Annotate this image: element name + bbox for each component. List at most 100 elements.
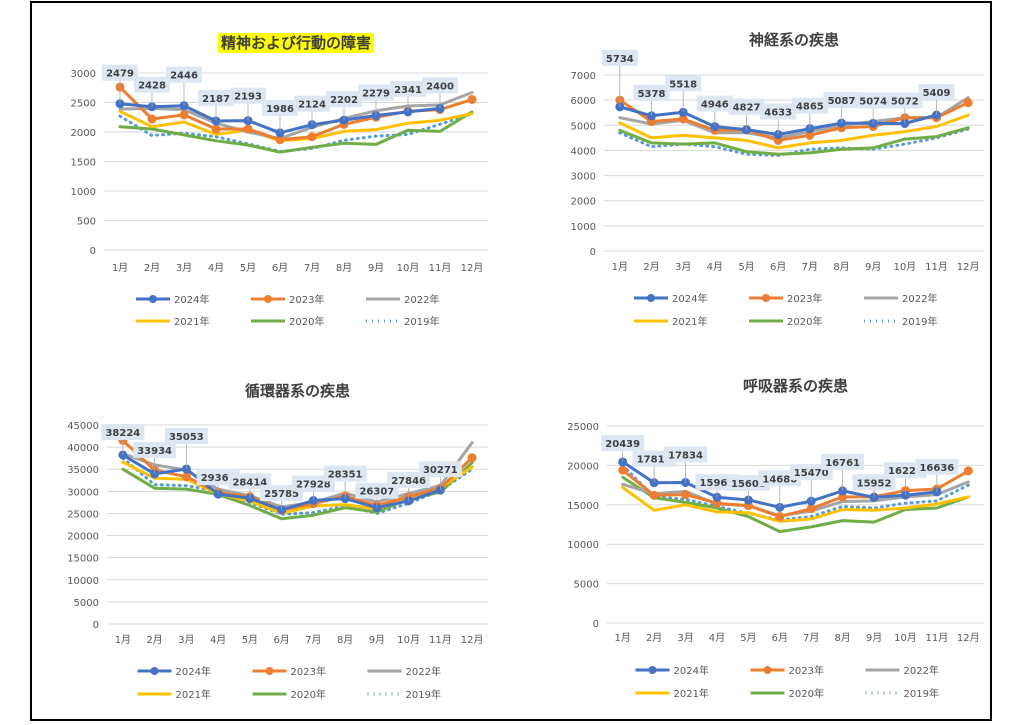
y-tick-label: 500	[77, 217, 96, 228]
x-tick-label: 2月	[144, 262, 160, 274]
legend-label: 2020年	[789, 687, 824, 700]
data-label: 5734	[601, 49, 638, 66]
legend-item-2021年: 2021年	[634, 315, 707, 328]
data-point	[467, 453, 477, 463]
legend-marker	[149, 295, 157, 303]
data-label-text: 25785	[264, 489, 299, 500]
y-tick-label: 15000	[67, 554, 99, 565]
legend-item-2024年: 2024年	[635, 664, 709, 677]
data-label-box	[164, 427, 208, 444]
legend-marker	[265, 667, 274, 675]
legend-label: 2021年	[174, 315, 209, 328]
series-line-2022年	[118, 91, 474, 140]
legend-label: 2022年	[904, 664, 939, 677]
y-tick-label: 5000	[574, 580, 599, 591]
data-label-text: 27928	[296, 479, 331, 490]
data-point	[775, 512, 785, 522]
x-tick-label: 9月	[866, 632, 882, 644]
y-tick-label: 10000	[67, 576, 99, 587]
x-tick-label: 11月	[925, 261, 948, 273]
data-label-box	[198, 89, 234, 106]
data-label-text: 5734	[606, 54, 634, 65]
x-tick-label: 8月	[834, 632, 850, 644]
chart-title: 呼吸器系の疾患	[743, 377, 848, 395]
data-label: 4865	[791, 97, 828, 114]
data-label-text: 26307	[359, 487, 394, 498]
data-label-text: 29364	[201, 473, 236, 484]
data-label-text: 27846	[391, 476, 426, 487]
data-label-text: 2400	[426, 81, 454, 92]
data-label-box	[823, 92, 860, 109]
x-tick-label: 9月	[368, 262, 384, 274]
data-label-box	[230, 87, 266, 104]
y-tick-label: 7000	[571, 71, 596, 82]
legend-item-2023年: 2023年	[749, 292, 822, 305]
data-label-text: 17810	[637, 455, 672, 466]
x-tick-label: 12月	[461, 634, 484, 646]
legend-label: 2024年	[674, 664, 709, 677]
data-label-box	[418, 461, 462, 478]
data-label-text: 16224	[888, 466, 923, 477]
legend-label: 2020年	[289, 315, 324, 328]
legend-item-2023年: 2023年	[251, 293, 324, 306]
y-tick-label: 3000	[71, 69, 96, 80]
data-point	[649, 490, 659, 500]
data-label: 16761	[821, 453, 865, 470]
legend-label: 2024年	[672, 292, 707, 305]
data-point	[147, 114, 157, 124]
x-tick-label: 7月	[802, 261, 818, 273]
data-label: 2279	[358, 84, 394, 101]
data-label: 2193	[230, 87, 266, 104]
data-label-text: 14680	[762, 474, 797, 485]
data-label-box	[886, 92, 923, 109]
data-label-box	[665, 75, 702, 92]
data-label: 15952	[852, 474, 896, 491]
chart-title: 神経系の疾患	[749, 31, 839, 49]
data-label-text: 15470	[794, 468, 829, 479]
data-label-text: 2279	[362, 89, 390, 100]
y-tick-label: 25000	[567, 422, 599, 433]
data-label-box	[728, 98, 765, 115]
data-point	[181, 472, 191, 482]
legend-label: 2022年	[902, 292, 937, 305]
y-tick-label: 0	[593, 619, 599, 630]
data-label: 4946	[696, 95, 733, 112]
legend-label: 2020年	[291, 688, 326, 701]
data-label-text: 35053	[169, 432, 204, 443]
x-tick-label: 4月	[707, 261, 723, 273]
x-tick-label: 11月	[429, 634, 452, 646]
y-tick-label: 2500	[71, 99, 96, 110]
data-label-text: 2124	[298, 100, 326, 111]
legend-item-2020年: 2020年	[252, 688, 326, 701]
series-line-2019年	[121, 456, 474, 516]
data-label-text: 2341	[394, 85, 422, 96]
data-label: 5409	[918, 84, 955, 101]
data-label-text: 15608	[731, 479, 766, 490]
y-tick-label: 4000	[571, 146, 596, 157]
legend-item-2019年: 2019年	[366, 315, 439, 328]
legend-marker	[264, 295, 272, 303]
data-label: 2446	[166, 66, 202, 83]
data-label-box	[760, 103, 797, 120]
legend-marker	[647, 294, 655, 302]
data-label-box	[101, 423, 145, 440]
x-tick-label: 1月	[112, 262, 128, 274]
data-label: 5072	[886, 92, 923, 109]
data-label-text: 28351	[328, 470, 363, 481]
x-tick-label: 9月	[865, 261, 881, 273]
data-label-text: 28414	[232, 477, 267, 488]
legend-marker	[763, 666, 772, 674]
data-label-box	[133, 441, 177, 458]
series-line-2019年	[621, 463, 970, 522]
data-point	[467, 95, 477, 105]
y-tick-label: 15000	[567, 501, 599, 512]
data-label-text: 30271	[423, 465, 458, 476]
legend-item-2022年: 2022年	[865, 664, 939, 677]
data-label-text: 15966	[700, 478, 735, 489]
data-label: 5074	[855, 92, 892, 109]
data-point	[243, 124, 253, 134]
data-point	[806, 504, 816, 514]
y-tick-label: 45000	[67, 421, 99, 432]
x-tick-label: 1月	[115, 634, 131, 646]
legend-item-2020年: 2020年	[749, 315, 822, 328]
